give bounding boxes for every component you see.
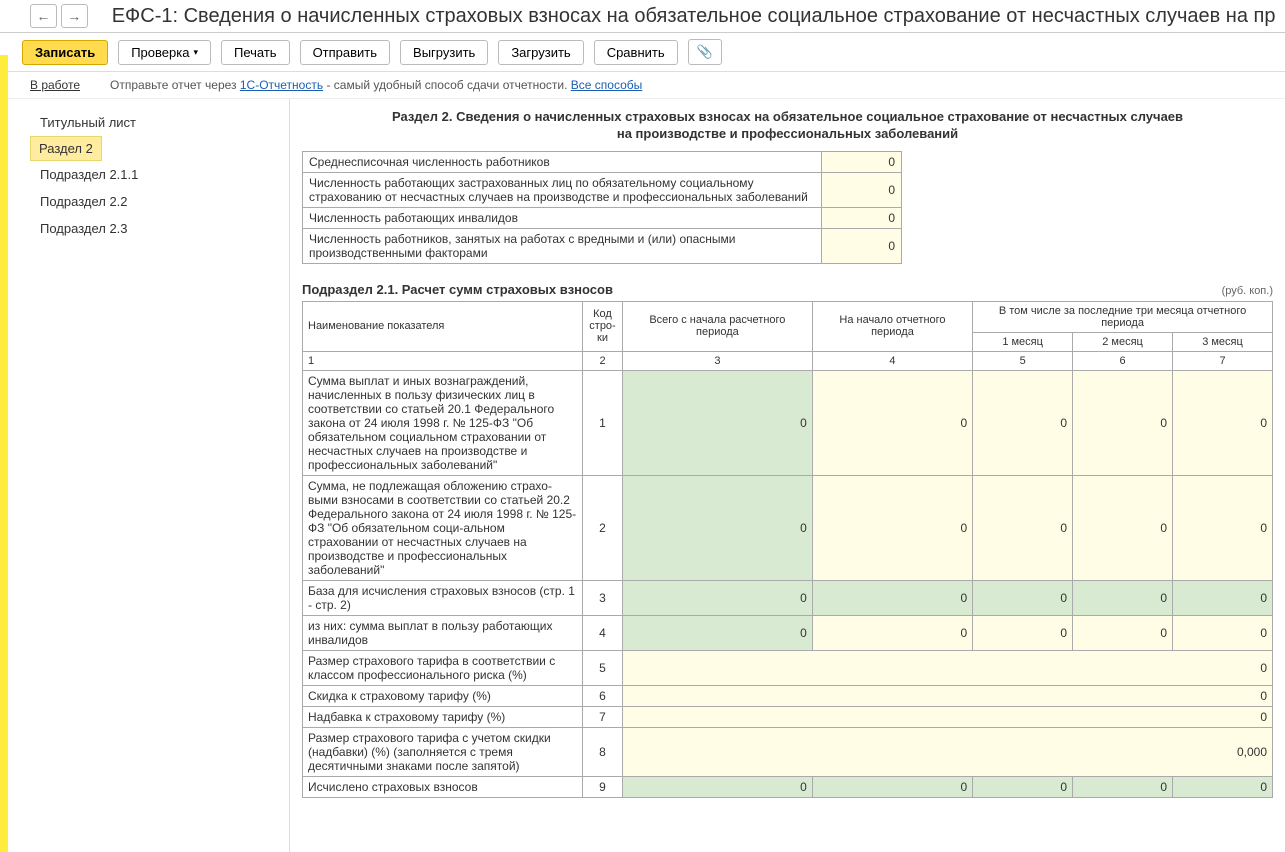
summary-value[interactable]: 0 [822,228,902,263]
cell-value[interactable]: 0 [623,580,813,615]
row-code: 9 [583,776,623,797]
cell-value[interactable]: 0 [623,475,813,580]
nav-item[interactable]: Подраздел 2.3 [30,215,289,242]
cell-value[interactable]: 0 [623,706,1273,727]
cell-value[interactable]: 0 [812,615,972,650]
row-desc: Размер страхового тарифа в соответствии … [303,650,583,685]
nav-item[interactable]: Подраздел 2.2 [30,188,289,215]
save-button[interactable]: Записать [22,40,108,65]
cell-value[interactable]: 0 [973,580,1073,615]
summary-value[interactable]: 0 [822,172,902,207]
cell-value[interactable]: 0 [623,685,1273,706]
row-desc: из них: сумма выплат в пользу работающих… [303,615,583,650]
cell-value[interactable]: 0 [623,615,813,650]
attach-button[interactable]: 📎 [688,39,722,65]
row-code: 8 [583,727,623,776]
calc-table: Наименование показателя Код стро-ки Всег… [302,301,1273,798]
cell-value[interactable]: 0 [1173,615,1273,650]
cell-value[interactable]: 0 [812,370,972,475]
row-code: 1 [583,370,623,475]
subsection-title: Подраздел 2.1. Расчет сумм страховых взн… [302,282,613,297]
summary-label: Численность работников, занятых на работ… [303,228,822,263]
row-desc: База для исчисления страховых взносов (с… [303,580,583,615]
reporting-link[interactable]: 1С-Отчетность [240,78,323,92]
summary-label: Среднесписочная численность работников [303,151,822,172]
row-code: 7 [583,706,623,727]
cell-value[interactable]: 0 [623,776,813,797]
cell-value[interactable]: 0 [1173,776,1273,797]
row-desc: Исчислено страховых взносов [303,776,583,797]
info-hint: Отправьте отчет через 1С-Отчетность - са… [110,78,642,92]
download-button[interactable]: Загрузить [498,40,583,65]
row-code: 6 [583,685,623,706]
cell-value[interactable]: 0 [973,615,1073,650]
cell-value[interactable]: 0 [1073,615,1173,650]
summary-value[interactable]: 0 [822,151,902,172]
cell-value[interactable]: 0 [623,370,813,475]
all-methods-link[interactable]: Все способы [571,78,643,92]
unit-label: (руб. коп.) [1222,285,1273,297]
page-title: ЕФС-1: Сведения о начисленных страховых … [112,5,1275,28]
send-button[interactable]: Отправить [300,40,390,65]
cell-value[interactable]: 0 [1073,776,1173,797]
print-button[interactable]: Печать [221,40,290,65]
summary-table: Среднесписочная численность работников0Ч… [302,151,902,264]
cell-value[interactable]: 0 [1073,580,1173,615]
summary-label: Численность работающих застрахованных ли… [303,172,822,207]
row-desc: Надбавка к страховому тарифу (%) [303,706,583,727]
nav-forward-button[interactable]: → [61,4,88,28]
row-desc: Сумма выплат и иных вознаграждений, начи… [303,370,583,475]
check-button[interactable]: Проверка [118,40,211,65]
row-desc: Сумма, не подлежащая обложению страхо-вы… [303,475,583,580]
accent-bar [0,55,8,852]
cell-value[interactable]: 0 [973,776,1073,797]
compare-button[interactable]: Сравнить [594,40,678,65]
cell-value[interactable]: 0 [1173,580,1273,615]
cell-value[interactable]: 0 [973,370,1073,475]
sidebar-nav: Титульный листРаздел 2Подраздел 2.1.1Под… [0,99,290,852]
cell-value[interactable]: 0 [1173,370,1273,475]
row-desc: Скидка к страховому тарифу (%) [303,685,583,706]
section-title: Раздел 2. Сведения о начисленных страхов… [302,109,1273,143]
cell-value[interactable]: 0 [812,776,972,797]
cell-value[interactable]: 0 [973,475,1073,580]
cell-value[interactable]: 0,000 [623,727,1273,776]
cell-value[interactable]: 0 [623,650,1273,685]
row-code: 5 [583,650,623,685]
cell-value[interactable]: 0 [812,580,972,615]
upload-button[interactable]: Выгрузить [400,40,488,65]
nav-item[interactable]: Подраздел 2.1.1 [30,161,289,188]
nav-item[interactable]: Раздел 2 [30,136,102,161]
cell-value[interactable]: 0 [1073,475,1173,580]
summary-value[interactable]: 0 [822,207,902,228]
cell-value[interactable]: 0 [812,475,972,580]
row-code: 3 [583,580,623,615]
summary-label: Численность работающих инвалидов [303,207,822,228]
cell-value[interactable]: 0 [1073,370,1173,475]
nav-item[interactable]: Титульный лист [30,109,289,136]
row-code: 4 [583,615,623,650]
nav-back-button[interactable]: ← [30,4,57,28]
status-label[interactable]: В работе [30,78,80,92]
row-code: 2 [583,475,623,580]
cell-value[interactable]: 0 [1173,475,1273,580]
row-desc: Размер страхового тарифа с учетом скидки… [303,727,583,776]
